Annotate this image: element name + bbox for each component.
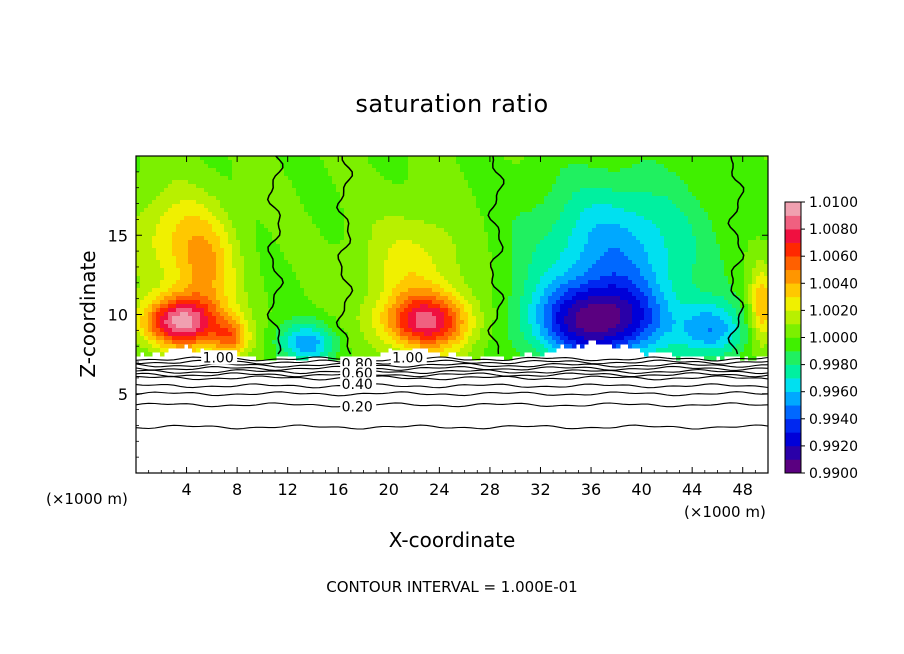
colorbar-label-8: 0.9960 [809, 385, 858, 401]
x-tick-label-24: 24 [429, 480, 449, 499]
x-tick-label-36: 36 [581, 480, 601, 499]
x-tick-label-20: 20 [379, 480, 399, 499]
x-axis-label: X-coordinate [388, 528, 516, 552]
colorbar-swatch-10 [785, 337, 801, 352]
colorbar-swatch-18 [785, 229, 801, 243]
x-tick-label-44: 44 [682, 480, 702, 499]
colorbar-swatch-13 [785, 296, 801, 311]
contour-line-10 [136, 362, 768, 368]
x-unit-label: (×1000 m) [684, 503, 766, 521]
colorbar-swatch-11 [785, 323, 801, 338]
colorbar-label-2: 1.0080 [809, 222, 858, 238]
colorbar-swatch-5 [785, 405, 801, 420]
contour-label-6: 0.20 [342, 399, 373, 415]
colorbar-swatch-17 [785, 242, 801, 257]
colorbar-swatch-20 [785, 202, 801, 216]
contour-line-11 [136, 359, 768, 365]
contour-interval-note: CONTOUR INTERVAL = 1.000E-01 [326, 578, 578, 596]
colorbar-label-11: 0.9900 [809, 466, 858, 482]
colorbar-label-7: 0.9980 [809, 358, 858, 374]
colorbar-swatch-2 [785, 445, 801, 460]
chart-title: saturation ratio [355, 90, 549, 118]
boundary-contour-3 [487, 156, 505, 355]
boundary-contour-2 [335, 156, 354, 355]
x-tick-label-16: 16 [328, 480, 348, 499]
colorbar-label-4: 1.0040 [809, 276, 858, 292]
colorbar-label-6: 1.0000 [809, 331, 858, 347]
colorbar-swatch-6 [785, 391, 801, 406]
colorbar-label-5: 1.0020 [809, 303, 858, 319]
y-axis-label: Z-coordinate [76, 250, 100, 378]
contour-line-1 [136, 402, 768, 408]
x-tick-label-48: 48 [733, 480, 753, 499]
boundary-contour-4 [727, 156, 745, 355]
contour-label-2: 1.00 [392, 350, 423, 366]
boundary-contour-1 [266, 156, 285, 355]
colorbar-swatch-8 [785, 364, 801, 379]
colorbar-swatch-3 [785, 432, 801, 447]
colorbar-swatch-14 [785, 283, 801, 298]
contour-line-3 [136, 372, 768, 378]
x-tick-label-32: 32 [530, 480, 550, 499]
contour-label-5: 0.40 [342, 377, 373, 393]
contour-line-7 [136, 391, 768, 397]
contour-label-1: 1.00 [203, 350, 234, 366]
x-tick-label-40: 40 [631, 480, 651, 499]
colorbar-label-9: 0.9940 [809, 412, 858, 428]
contour-line-8 [136, 375, 768, 381]
colorbar-swatch-15 [785, 269, 801, 284]
colorbar-swatch-1 [785, 459, 801, 474]
contour-line-6 [136, 424, 768, 430]
x-tick-label-28: 28 [480, 480, 500, 499]
x-tick-label-8: 8 [232, 480, 242, 499]
contour-line-4 [136, 365, 768, 371]
field-layer: 1.00 1.000.800.600.400.20 [136, 156, 768, 430]
colorbar-swatch-19 [785, 215, 801, 230]
y-tick-label-5: 5 [118, 385, 128, 404]
y-unit-label: (×1000 m) [46, 490, 128, 508]
colorbar-swatch-4 [785, 418, 801, 433]
colorbar-label-1: 1.0100 [809, 195, 858, 211]
contour-line-2 [136, 383, 768, 389]
colorbar-swatch-16 [785, 256, 801, 271]
colorbar-label-10: 0.9920 [809, 439, 858, 455]
colorbar-label-3: 1.0060 [809, 249, 858, 265]
contour-line-5 [136, 356, 768, 362]
x-tick-label-4: 4 [181, 480, 191, 499]
contour-line-9 [136, 368, 768, 375]
y-tick-label-10: 10 [108, 306, 128, 325]
y-tick-label-15: 15 [108, 226, 128, 245]
x-tick-label-12: 12 [278, 480, 298, 499]
colorbar-swatch-9 [785, 351, 801, 365]
colorbar-swatch-7 [785, 378, 801, 392]
colorbar-swatch-12 [785, 310, 801, 325]
